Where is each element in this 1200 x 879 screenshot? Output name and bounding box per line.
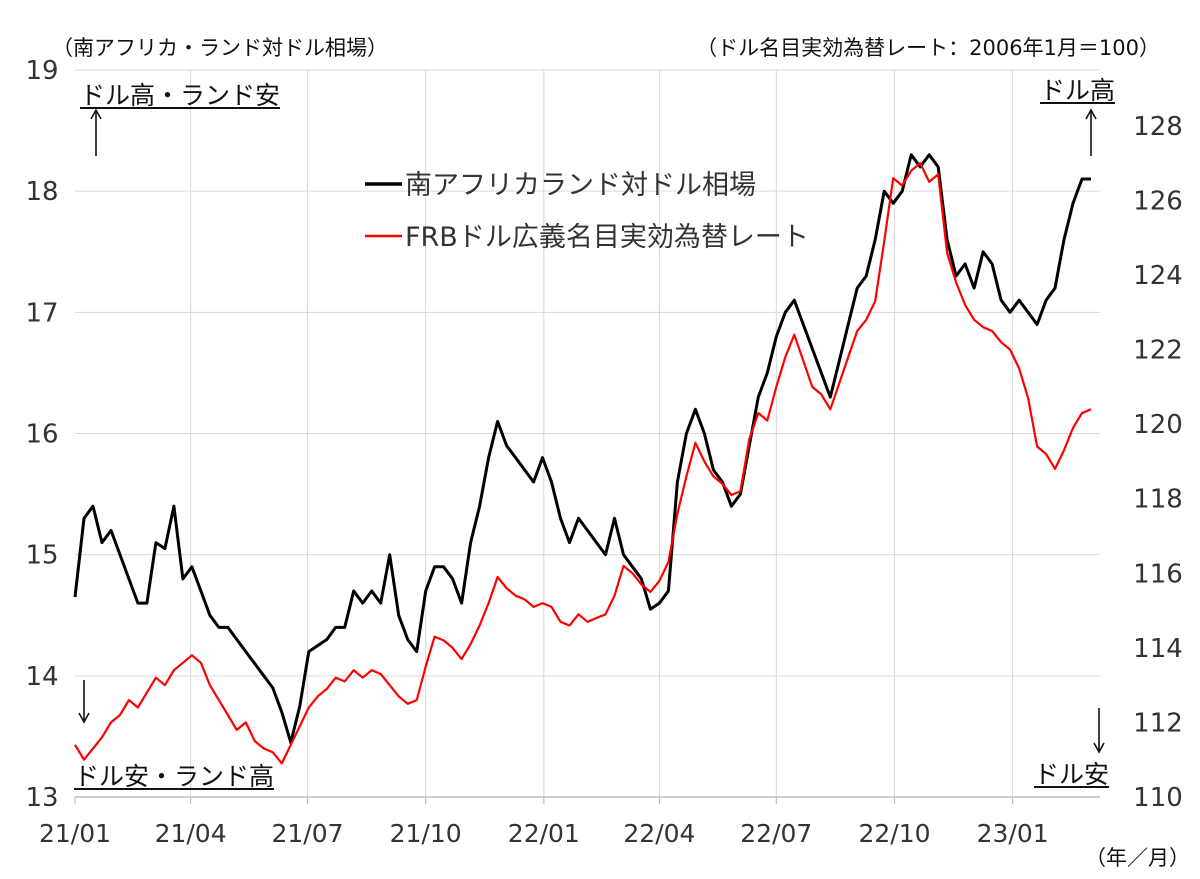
gridlines xyxy=(75,69,1100,797)
x-tick-label: 23/01 xyxy=(977,819,1049,848)
left-axis-unit: （南アフリカ・ランド対ドル相場） xyxy=(52,36,388,60)
y-right-tick-label: 118 xyxy=(1133,485,1183,515)
x-axis-unit: （年／月） xyxy=(1085,846,1190,870)
y-right-tick-label: 122 xyxy=(1133,336,1183,366)
x-tick-label: 22/04 xyxy=(623,819,695,848)
y-right-tick-label: 116 xyxy=(1133,559,1183,589)
y-right-tick-label: 126 xyxy=(1133,186,1183,216)
y-left-tick-label: 16 xyxy=(25,420,58,450)
x-tick-label: 22/07 xyxy=(740,819,812,848)
y-left-tick-label: 15 xyxy=(25,541,58,571)
annotation-bottom-left: ドル安・ランド高 xyxy=(74,762,275,791)
x-tick-label: 22/10 xyxy=(858,819,930,848)
y-right-tick-label: 110 xyxy=(1133,783,1183,813)
x-tick-label: 21/01 xyxy=(39,819,111,848)
arrow-up-left-head xyxy=(90,108,102,120)
annotation-top-left: ドル高・ランド安 xyxy=(80,81,281,110)
y-right-tick-label: 124 xyxy=(1133,261,1183,291)
series-line-frb xyxy=(74,162,1092,765)
y-right-tick-label: 114 xyxy=(1133,634,1183,664)
y-right-tick-label: 112 xyxy=(1133,708,1183,738)
y-left-tick-label: 19 xyxy=(25,56,58,86)
x-tick-label: 22/01 xyxy=(508,819,580,848)
y-right-tick-label: 120 xyxy=(1133,410,1183,440)
x-tick-label: 21/10 xyxy=(390,819,462,848)
arrow-down-left-head xyxy=(78,712,90,724)
series-layer xyxy=(73,153,1092,765)
annotation-bottom-right: ドル安 xyxy=(1034,760,1110,789)
y-left-tick-label: 18 xyxy=(25,177,58,207)
y-right-tick-label: 128 xyxy=(1133,112,1183,142)
arrow-up-right-head xyxy=(1085,108,1097,120)
axis-layer: 13 14 15 16 17 18 19 110 112 114 116 118 120 122 124 12… xyxy=(25,56,1182,848)
legend-label: 南アフリカランド対ドル相場 xyxy=(405,170,756,201)
right-axis-unit: （ドル名目実効為替レート：2006年1月＝100） xyxy=(696,36,1160,60)
legend: 南アフリカランド対ドル相場 FRBドル広義名目実効為替レート xyxy=(365,170,809,253)
x-tick-label: 21/07 xyxy=(271,819,343,848)
legend-label: FRBドル広義名目実効為替レート xyxy=(405,222,809,253)
y-left-tick-label: 13 xyxy=(25,783,58,813)
y-left-tick-label: 17 xyxy=(25,298,58,328)
arrow-down-right-head xyxy=(1093,742,1105,754)
x-tick-label: 21/04 xyxy=(155,819,227,848)
y-left-tick-label: 14 xyxy=(25,662,58,692)
annotation-top-right: ドル高 xyxy=(1040,76,1116,105)
